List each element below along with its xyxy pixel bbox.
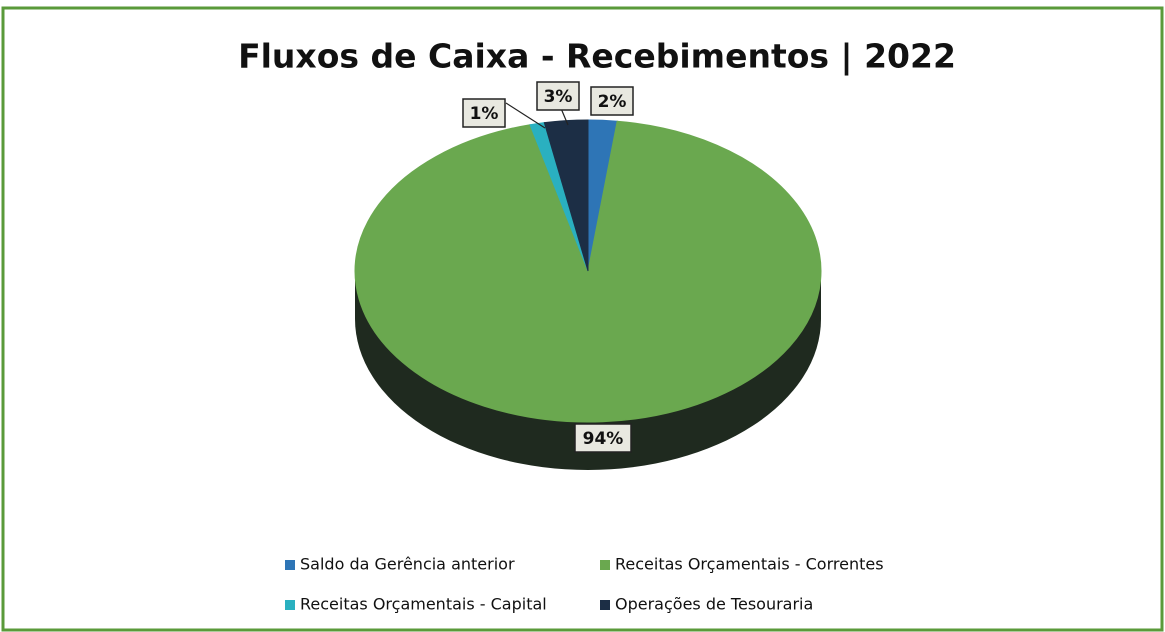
legend-label: Saldo da Gerência anterior [300, 555, 515, 574]
data-label: 3% [544, 87, 573, 107]
pie-slice [354, 120, 822, 423]
data-label: 94% [583, 429, 624, 449]
legend-swatch [600, 560, 610, 570]
label-box [536, 81, 580, 111]
label-box [462, 98, 506, 128]
legend-label: Operações de Tesouraria [615, 595, 813, 614]
leader-line [505, 102, 546, 129]
legend-swatch [285, 600, 295, 610]
legend-swatch [285, 560, 295, 570]
legend-swatch [600, 600, 610, 610]
pie: 2% 94% 1% 3% [354, 81, 822, 470]
legend-label: Receitas Orçamentais - Capital [300, 595, 547, 614]
legend: Saldo da Gerência anterior Receitas Orçam… [285, 555, 884, 614]
data-label: 2% [598, 92, 627, 112]
label-box [574, 423, 632, 453]
chart-title: Fluxos de Caixa - Recebimentos | 2022 [238, 37, 956, 76]
data-label: 1% [470, 104, 499, 124]
label-box [590, 86, 634, 116]
legend-label: Receitas Orçamentais - Correntes [615, 555, 884, 574]
